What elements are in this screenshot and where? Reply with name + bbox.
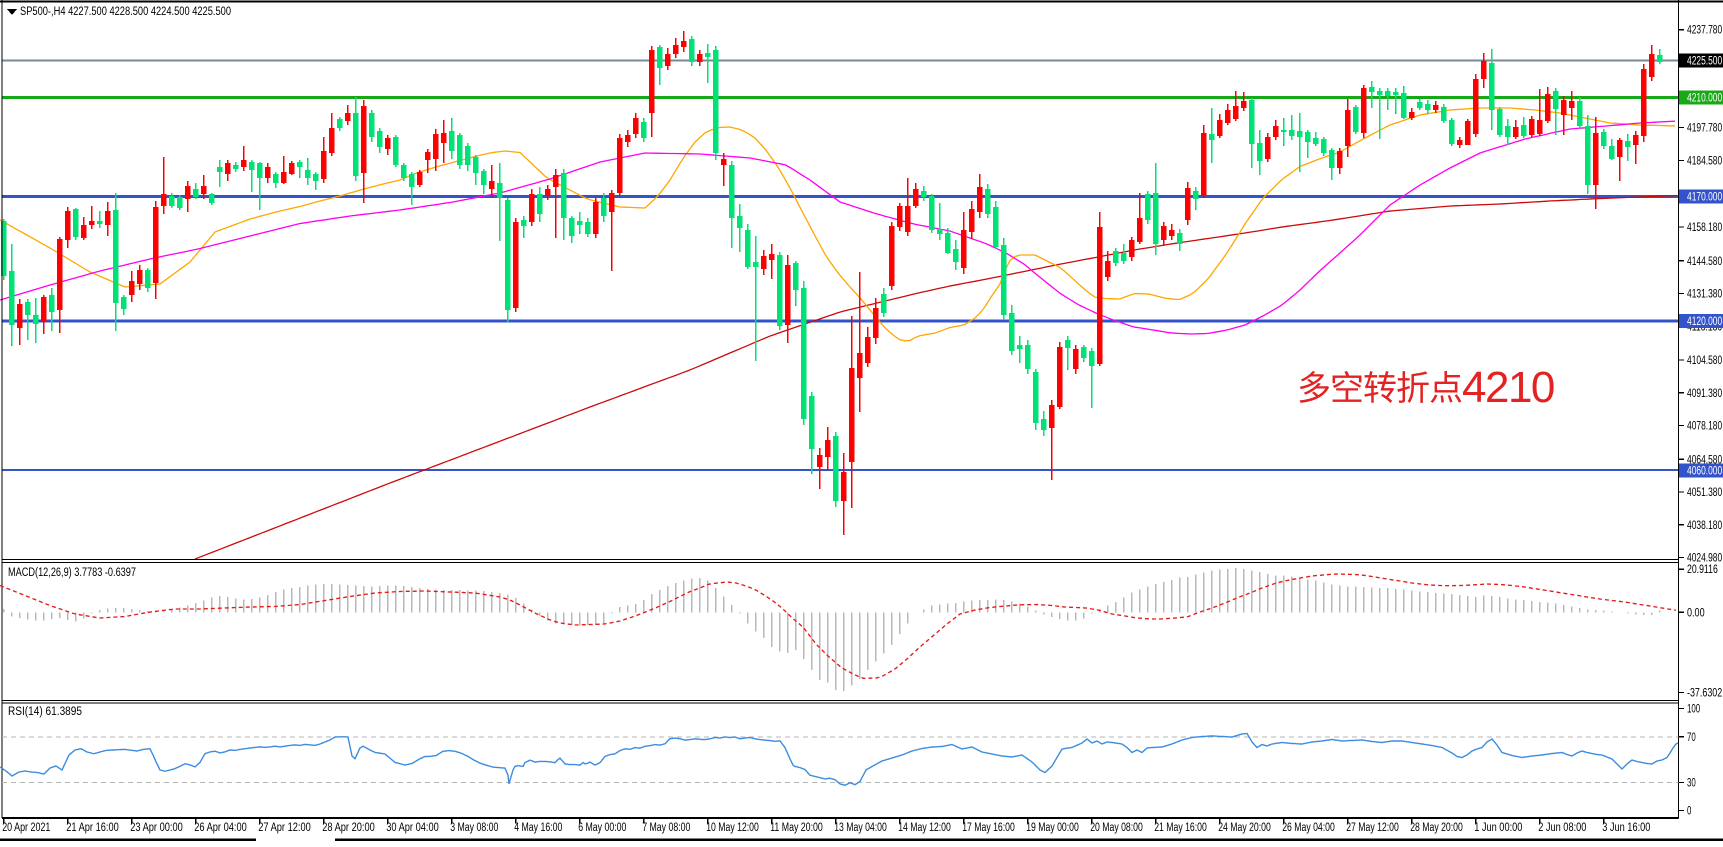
svg-text:26 May 04:00: 26 May 04:00 — [1282, 822, 1335, 834]
svg-text:4060.000: 4060.000 — [1687, 465, 1722, 477]
svg-text:19 May 00:00: 19 May 00:00 — [1026, 822, 1079, 834]
svg-text:11 May 20:00: 11 May 20:00 — [770, 822, 823, 834]
svg-text:4170.000: 4170.000 — [1687, 192, 1722, 204]
svg-text:-37.6302: -37.6302 — [1687, 687, 1722, 699]
svg-text:20 Apr 2021: 20 Apr 2021 — [2, 822, 50, 834]
svg-text:14 May 12:00: 14 May 12:00 — [898, 822, 951, 834]
svg-text:7 May 08:00: 7 May 08:00 — [642, 822, 690, 834]
svg-text:28 Apr 20:00: 28 Apr 20:00 — [322, 822, 375, 834]
svg-text:21 Apr 16:00: 21 Apr 16:00 — [66, 822, 119, 834]
svg-text:4078.180: 4078.180 — [1687, 421, 1722, 433]
svg-text:23 Apr 00:00: 23 Apr 00:00 — [130, 822, 183, 834]
svg-text:13 May 04:00: 13 May 04:00 — [834, 822, 887, 834]
svg-text:3 May 08:00: 3 May 08:00 — [450, 822, 498, 834]
svg-text:20.9116: 20.9116 — [1687, 564, 1718, 576]
svg-text:100: 100 — [1687, 704, 1700, 716]
svg-text:3 Jun 16:00: 3 Jun 16:00 — [1602, 822, 1650, 834]
svg-text:28 May 20:00: 28 May 20:00 — [1410, 822, 1463, 834]
svg-text:30: 30 — [1687, 777, 1696, 789]
svg-text:4184.580: 4184.580 — [1687, 155, 1722, 167]
svg-text:4 May 16:00: 4 May 16:00 — [514, 822, 562, 834]
svg-text:17 May 16:00: 17 May 16:00 — [962, 822, 1015, 834]
svg-text:4038.180: 4038.180 — [1687, 520, 1722, 532]
svg-text:26 Apr 04:00: 26 Apr 04:00 — [194, 822, 247, 834]
svg-text:4197.780: 4197.780 — [1687, 123, 1722, 135]
svg-text:4158.180: 4158.180 — [1687, 222, 1722, 234]
svg-text:4024.980: 4024.980 — [1687, 553, 1722, 565]
svg-text:4051.380: 4051.380 — [1687, 487, 1722, 499]
svg-text:4144.580: 4144.580 — [1687, 256, 1722, 268]
svg-text:10 May 12:00: 10 May 12:00 — [706, 822, 759, 834]
svg-text:1 Jun 00:00: 1 Jun 00:00 — [1474, 822, 1522, 834]
svg-text:27 Apr 12:00: 27 Apr 12:00 — [258, 822, 311, 834]
svg-text:4210.000: 4210.000 — [1687, 93, 1722, 105]
svg-text:4104.580: 4104.580 — [1687, 355, 1722, 367]
svg-text:30 Apr 04:00: 30 Apr 04:00 — [386, 822, 439, 834]
svg-text:0: 0 — [1687, 805, 1691, 817]
svg-text:24 May 20:00: 24 May 20:00 — [1218, 822, 1271, 834]
svg-text:多空转折点: 多空转折点 — [1297, 370, 1462, 408]
svg-text:SP500-,H4 4227.500 4228.500 4: SP500-,H4 4227.500 4228.500 4224.500 422… — [20, 6, 231, 18]
svg-text:4225.500: 4225.500 — [1687, 56, 1722, 68]
svg-text:6 May 00:00: 6 May 00:00 — [578, 822, 626, 834]
svg-text:4131.380: 4131.380 — [1687, 289, 1722, 301]
svg-text:4237.780: 4237.780 — [1687, 25, 1722, 37]
svg-text:4210: 4210 — [1462, 363, 1554, 412]
svg-text:RSI(14) 61.3895: RSI(14) 61.3895 — [8, 706, 82, 718]
svg-text:20 May 08:00: 20 May 08:00 — [1090, 822, 1143, 834]
svg-text:2 Jun 08:00: 2 Jun 08:00 — [1538, 822, 1586, 834]
svg-text:27 May 12:00: 27 May 12:00 — [1346, 822, 1399, 834]
svg-text:4120.000: 4120.000 — [1687, 316, 1722, 328]
svg-text:MACD(12,26,9) 3.7783 -0.6397: MACD(12,26,9) 3.7783 -0.6397 — [8, 567, 136, 579]
svg-text:4091.380: 4091.380 — [1687, 388, 1722, 400]
svg-text:21 May 16:00: 21 May 16:00 — [1154, 822, 1207, 834]
svg-text:70: 70 — [1687, 732, 1696, 744]
svg-text:0.00: 0.00 — [1687, 607, 1705, 619]
